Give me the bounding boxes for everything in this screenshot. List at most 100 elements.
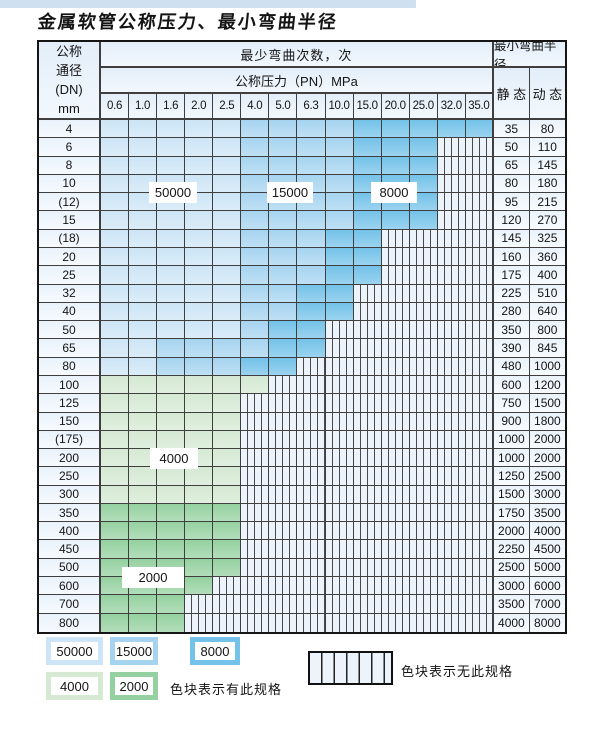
row-dn-label: 500 (39, 558, 101, 578)
grid-cell (297, 321, 326, 340)
row-dynamic-value: 4000 (529, 522, 565, 541)
row-static-value: 95 (493, 193, 530, 212)
grid-cell (101, 339, 130, 358)
grid-cell (353, 595, 382, 614)
grid-cell (325, 321, 354, 340)
grid-cell (269, 375, 298, 395)
header-bend-cycles: 最少弯曲次数，次 (101, 42, 494, 68)
grid-cell (213, 595, 242, 614)
grid-cell (101, 284, 130, 303)
grid-cell (213, 430, 242, 450)
grid-cell (269, 577, 298, 596)
grid-cell (381, 284, 410, 303)
grid-cell (101, 485, 130, 504)
grid-cell (101, 613, 130, 632)
grid-cell (129, 430, 158, 450)
row-dynamic-value: 180 (529, 174, 565, 194)
grid-cell (325, 138, 354, 157)
grid-cell (353, 503, 382, 523)
grid-cell (213, 120, 242, 139)
row-dynamic-value: 145 (529, 156, 565, 175)
grid-cell (185, 540, 214, 559)
grid-cell (465, 503, 494, 523)
grid-cell (129, 613, 158, 632)
grid-cell (409, 449, 438, 468)
row-static-value: 160 (493, 247, 530, 267)
grid-cell (297, 211, 326, 230)
row-static-value: 4000 (493, 613, 530, 632)
grid-cell (325, 412, 354, 431)
grid-cell (465, 412, 494, 431)
grid-cell (185, 485, 214, 504)
grid-cell (101, 375, 130, 395)
grid-cell (129, 247, 158, 267)
grid-cell (437, 120, 466, 139)
region-label-2000: 2000 (122, 567, 184, 588)
row-dn-label: 80 (39, 357, 101, 376)
grid-cell (325, 577, 354, 596)
grid-cell (101, 503, 130, 523)
grid-cell (101, 174, 130, 194)
grid-cell (409, 211, 438, 230)
grid-cell (381, 375, 410, 395)
grid-cell (129, 302, 158, 322)
grid-cell (409, 558, 438, 578)
grid-cell (381, 430, 410, 450)
row-static-value: 1750 (493, 503, 530, 523)
grid-cell (157, 522, 186, 541)
grid-cell (185, 266, 214, 285)
grid-cell (325, 430, 354, 450)
grid-cell (409, 266, 438, 285)
grid-cell (241, 595, 270, 614)
header-radius: 最小弯曲半径 (493, 42, 565, 68)
grid-cell (437, 522, 466, 541)
grid-cell (213, 266, 242, 285)
header-dn: 公称 通径 (DN) mm (39, 42, 101, 120)
row-dynamic-value: 80 (529, 120, 565, 139)
grid-cell (269, 284, 298, 303)
grid-cell (325, 503, 354, 523)
grid-cell (213, 613, 242, 632)
row-dynamic-value: 6000 (529, 577, 565, 596)
header-dn-line: mm (58, 101, 80, 116)
grid-cell (325, 229, 354, 248)
row-static-value: 750 (493, 394, 530, 413)
grid-cell (157, 247, 186, 267)
grid-cell (437, 339, 466, 358)
grid-cell (353, 394, 382, 413)
legend-note-no-spec: 色块表示无此规格 (401, 664, 514, 679)
grid-cell (241, 174, 270, 194)
grid-cell (409, 339, 438, 358)
row-dn-label: 450 (39, 540, 101, 559)
grid-cell (157, 485, 186, 504)
grid-cell (241, 357, 270, 376)
grid-cell (185, 595, 214, 614)
grid-cell (129, 375, 158, 395)
grid-cell (241, 284, 270, 303)
grid-cell (185, 229, 214, 248)
grid-cell (297, 156, 326, 175)
grid-cell (269, 339, 298, 358)
row-dynamic-value: 640 (529, 302, 565, 322)
grid-cell (157, 430, 186, 450)
grid-cell (465, 138, 494, 157)
grid-cell (185, 613, 214, 632)
grid-cell (297, 120, 326, 139)
grid-cell (241, 577, 270, 596)
grid-cell (129, 503, 158, 523)
row-dynamic-value: 8000 (529, 613, 565, 632)
legend-swatch-50000: 50000 (46, 637, 103, 665)
grid-cell (157, 357, 186, 376)
grid-cell (325, 284, 354, 303)
grid-cell (157, 229, 186, 248)
grid-cell (325, 247, 354, 267)
grid-cell (213, 375, 242, 395)
grid-cell (409, 394, 438, 413)
region-label-8000: 8000 (371, 182, 417, 203)
grid-cell (269, 302, 298, 322)
grid-cell (297, 613, 326, 632)
row-dn-label: 50 (39, 321, 101, 340)
grid-cell (157, 375, 186, 395)
grid-cell (465, 430, 494, 450)
row-static-value: 3000 (493, 577, 530, 596)
